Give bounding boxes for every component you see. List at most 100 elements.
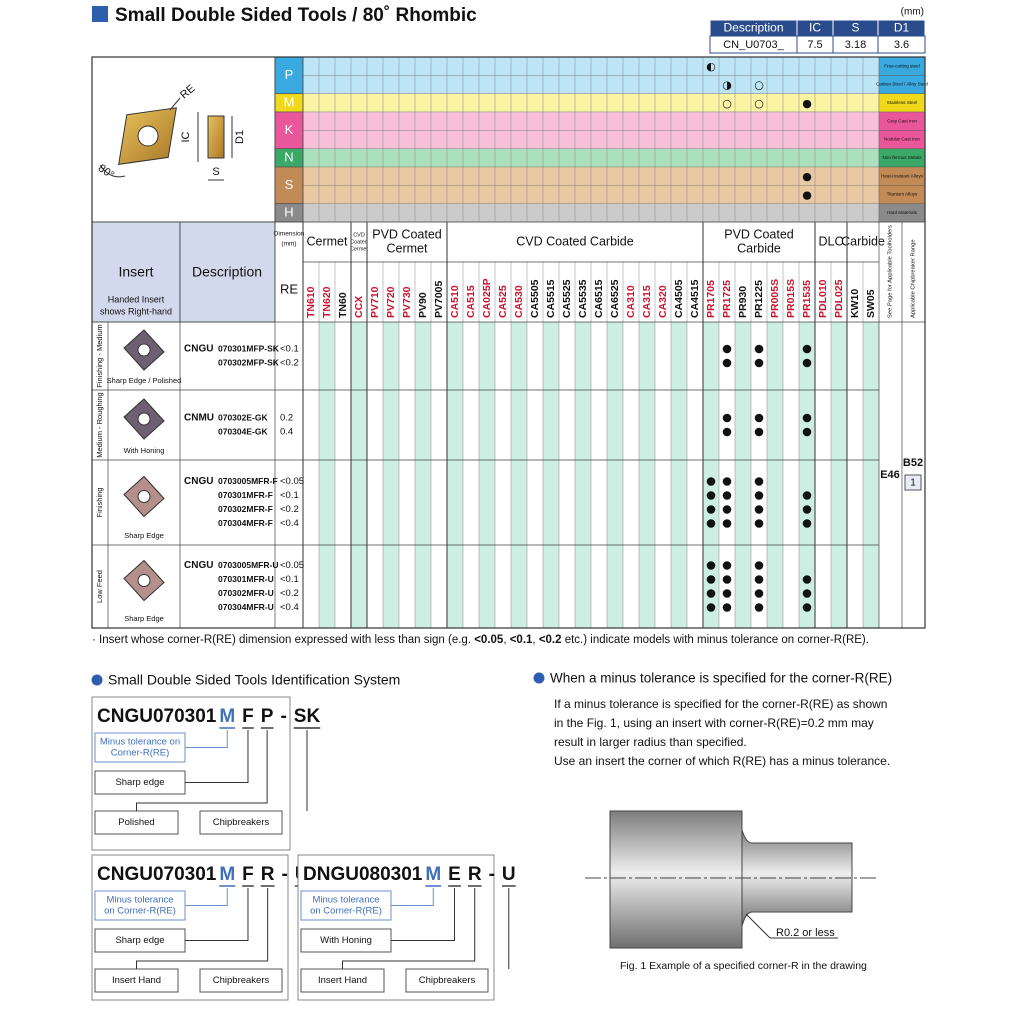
availability-dot: [722, 575, 732, 584]
code-part: P: [261, 706, 274, 727]
code-part: R: [261, 864, 275, 885]
column-stripe: [799, 322, 815, 628]
id-box-label: on Corner-R(RE): [104, 906, 176, 917]
figure-caption: Fig. 1 Example of a specified corner-R i…: [620, 960, 867, 972]
availability-dot: [802, 427, 812, 437]
id-box-label: Minus tolerance: [106, 895, 173, 906]
column-stripe: [671, 322, 687, 628]
spec-header: Description: [723, 21, 783, 35]
grade-name: CA5535: [577, 279, 589, 318]
column-stripe: [639, 322, 655, 628]
bullet: [533, 672, 545, 684]
item-code: 070304MFR-F: [218, 518, 273, 528]
code-prefix: CNGU: [184, 476, 213, 487]
code-part: SK: [294, 706, 321, 727]
note-line: in the Fig. 1, using an insert with corn…: [554, 716, 874, 730]
grade-name: CA5505: [529, 279, 541, 318]
grade-name: TN620: [321, 286, 333, 318]
column-stripe: [735, 322, 751, 628]
row-category: Medium - Roughing: [95, 392, 104, 457]
code-prefix: CNMU: [184, 413, 214, 424]
code-prefix: CNGU: [184, 560, 213, 571]
availability-dot: [706, 561, 716, 570]
connector: [391, 888, 434, 906]
callout: R0.2 or less: [776, 927, 835, 939]
availability-dot: [706, 491, 716, 500]
availability-dot: [802, 575, 812, 584]
availability-dot: [706, 505, 716, 514]
grade-name: CA525: [497, 285, 509, 318]
availability-dot: [722, 491, 732, 500]
grade-name: CA5515: [545, 279, 557, 318]
availability-dot: [802, 603, 812, 612]
description-header-cell: [179, 221, 276, 323]
insert-image: [123, 398, 165, 440]
availability-dot: [802, 413, 812, 423]
code-part: -: [280, 706, 286, 727]
grade-name: CCX: [353, 296, 365, 318]
insert-hole: [137, 343, 151, 357]
item-re: <0.05: [280, 476, 304, 487]
availability-dot: [754, 505, 764, 514]
code-part: E: [448, 864, 461, 885]
handed-note: shows Right-hand: [100, 306, 172, 316]
code-base: CNGU070301: [97, 706, 217, 727]
bullet: [91, 674, 103, 686]
availability-dot: [722, 477, 732, 486]
id-box-label: on Corner-R(RE): [310, 906, 382, 917]
id-box-label: Insert Hand: [112, 975, 161, 986]
id-box-label: Chipbreakers: [213, 975, 270, 986]
grade-name: TN610: [305, 286, 317, 318]
footnote: · Insert whose corner-R(RE) dimension ex…: [92, 634, 869, 646]
grade-name: CA4515: [689, 279, 701, 318]
grade-name: CA6525: [609, 279, 621, 318]
id-box-label: Corner-R(RE): [111, 748, 170, 759]
availability-dot: [754, 477, 764, 486]
group-label: DLC: [818, 234, 843, 248]
code-part: M: [219, 706, 235, 727]
material-mark: ◑: [722, 79, 732, 92]
row-category: Low Feed: [95, 570, 104, 603]
grade-name: PR1225: [753, 280, 765, 318]
spec-value: CN_U0703_: [723, 39, 784, 51]
dimension-header: Dimension: [274, 231, 305, 238]
availability-dot: [706, 477, 716, 486]
code-part: M: [425, 864, 441, 885]
availability-dot: [802, 344, 812, 354]
column-stripe: [511, 322, 527, 628]
code-part: U: [502, 864, 516, 885]
footnote-part: <0.05: [474, 634, 504, 646]
id-box-label: Polished: [118, 817, 154, 828]
row-category: Finishing: [95, 487, 104, 517]
item-code: 070302E-GK: [218, 412, 268, 422]
item-code: 070302MFR-U: [218, 588, 274, 598]
material-code: P: [285, 67, 294, 82]
footnote-part: <0.2: [539, 634, 562, 646]
spec-header: D1: [894, 21, 910, 35]
availability-dot: [722, 561, 732, 570]
availability-dot: [722, 589, 732, 598]
insert-header: Insert: [118, 264, 153, 280]
availability-dot: [706, 575, 716, 584]
id-box: [94, 732, 186, 763]
item-re: <0.2: [280, 504, 299, 515]
item-code: 070304E-GK: [218, 426, 268, 436]
drawing-label: IC: [180, 131, 192, 142]
material-code-cell: [274, 111, 304, 150]
description-header: Description: [192, 264, 262, 280]
item-re: <0.4: [280, 518, 299, 529]
column-stripe: [351, 322, 367, 628]
insert-image: [123, 329, 165, 371]
availability-dot: [754, 561, 764, 570]
availability-dot: [754, 358, 764, 368]
item-code: 070302MFP-SK: [218, 357, 280, 367]
column-stripe: [831, 322, 847, 628]
grade-name: PV90: [417, 292, 429, 318]
column-stripe: [447, 322, 463, 628]
availability-dot: [722, 413, 732, 423]
item-re: <0.1: [280, 574, 299, 585]
grade-name: PV720: [385, 286, 397, 318]
footnote-part: ,: [532, 634, 538, 646]
edge-caption: Sharp Edge: [124, 614, 164, 623]
